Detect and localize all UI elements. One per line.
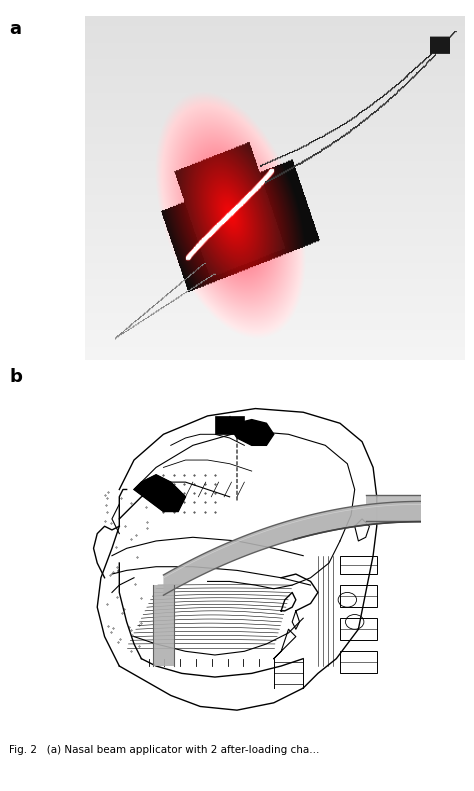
Bar bbox=[340, 585, 377, 607]
Polygon shape bbox=[229, 419, 274, 445]
Text: b: b bbox=[9, 368, 22, 386]
Bar bbox=[340, 651, 377, 673]
Polygon shape bbox=[134, 475, 185, 512]
Text: a: a bbox=[9, 20, 21, 38]
Bar bbox=[340, 555, 377, 574]
Text: Fig. 2   (a) Nasal beam applicator with 2 after-loading cha...: Fig. 2 (a) Nasal beam applicator with 2 … bbox=[9, 745, 320, 755]
Polygon shape bbox=[281, 592, 296, 611]
Bar bbox=[215, 416, 245, 434]
Bar bbox=[340, 619, 377, 640]
